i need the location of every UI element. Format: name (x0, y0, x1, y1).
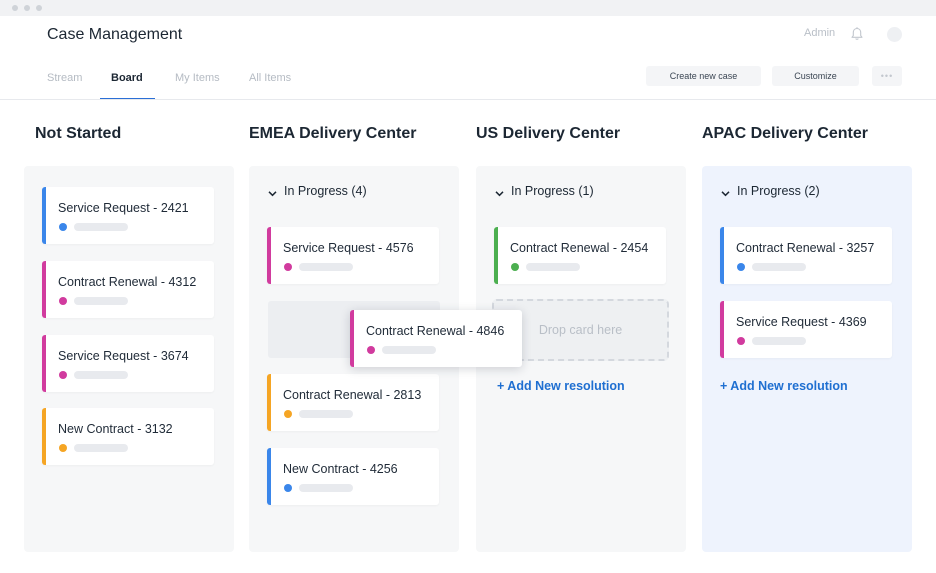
status-dot-icon (284, 484, 292, 492)
customize-button[interactable]: Customize (772, 66, 859, 86)
placeholder-bar (74, 444, 128, 452)
card-accent-bar (42, 335, 46, 392)
placeholder-bar (382, 346, 436, 354)
chevron-down-icon (268, 187, 277, 196)
status-dot-icon (59, 297, 67, 305)
status-dot-icon (59, 371, 67, 379)
window-dot-icon (12, 5, 18, 11)
group-toggle-apac[interactable]: In Progress (2) (721, 184, 820, 198)
create-new-case-button[interactable]: Create new case (646, 66, 761, 86)
case-card[interactable]: Service Request - 3674 (42, 335, 214, 392)
card-accent-bar (720, 227, 724, 284)
card-title: Contract Renewal - 4846 (366, 324, 505, 338)
card-title: Service Request - 4576 (283, 241, 414, 255)
column-title-apac: APAC Delivery Center (702, 125, 868, 142)
column-panel-apac (702, 166, 912, 552)
status-dot-icon (367, 346, 375, 354)
group-label: In Progress (4) (284, 184, 367, 198)
admin-label[interactable]: Admin (804, 27, 836, 39)
card-accent-bar (42, 261, 46, 318)
card-title: Contract Renewal - 2454 (510, 241, 649, 255)
notification-bell-icon[interactable] (849, 26, 865, 42)
status-dot-icon (737, 337, 745, 345)
window-titlebar (0, 0, 936, 16)
tab-my-items[interactable]: My Items (175, 72, 220, 84)
header-divider (0, 99, 936, 100)
case-card[interactable]: Service Request - 2421 (42, 187, 214, 244)
case-card[interactable]: Contract Renewal - 3257 (720, 227, 892, 284)
chevron-down-icon (721, 187, 730, 196)
group-toggle-emea[interactable]: In Progress (4) (268, 184, 367, 198)
placeholder-bar (74, 297, 128, 305)
placeholder-bar (526, 263, 580, 271)
card-accent-bar (267, 374, 271, 431)
add-resolution-link-apac[interactable]: + Add New resolution (720, 379, 848, 393)
card-accent-bar (267, 448, 271, 505)
placeholder-bar (74, 371, 128, 379)
avatar[interactable] (887, 27, 902, 42)
add-resolution-link-us[interactable]: + Add New resolution (497, 379, 625, 393)
card-accent-bar (720, 301, 724, 358)
chevron-down-icon (495, 187, 504, 196)
placeholder-bar (752, 337, 806, 345)
case-card[interactable]: Service Request - 4369 (720, 301, 892, 358)
dragging-case-card[interactable]: Contract Renewal - 4846 (350, 310, 522, 367)
tab-stream[interactable]: Stream (47, 72, 83, 84)
card-title: Service Request - 2421 (58, 201, 189, 215)
status-dot-icon (59, 444, 67, 452)
page-title: Case Management (47, 26, 183, 43)
card-title: New Contract - 4256 (283, 462, 398, 476)
placeholder-bar (752, 263, 806, 271)
placeholder-bar (299, 410, 353, 418)
card-title: Service Request - 4369 (736, 315, 867, 329)
case-card[interactable]: Service Request - 4576 (267, 227, 439, 284)
card-title: New Contract - 3132 (58, 422, 173, 436)
card-title: Contract Renewal - 3257 (736, 241, 875, 255)
placeholder-bar (74, 223, 128, 231)
more-options-button[interactable]: ••• (872, 66, 902, 86)
tab-board[interactable]: Board (111, 72, 143, 84)
case-card[interactable]: New Contract - 4256 (267, 448, 439, 505)
card-accent-bar (494, 227, 498, 284)
card-accent-bar (42, 408, 46, 465)
case-card[interactable]: New Contract - 3132 (42, 408, 214, 465)
card-accent-bar (267, 227, 271, 284)
case-card[interactable]: Contract Renewal - 2454 (494, 227, 666, 284)
window-dot-icon (36, 5, 42, 11)
card-accent-bar (42, 187, 46, 244)
tab-all-items[interactable]: All Items (249, 72, 292, 84)
group-label: In Progress (2) (737, 184, 820, 198)
column-title-not-started: Not Started (35, 125, 122, 142)
status-dot-icon (737, 263, 745, 271)
group-toggle-us[interactable]: In Progress (1) (495, 184, 594, 198)
status-dot-icon (284, 410, 292, 418)
card-title: Contract Renewal - 2813 (283, 388, 422, 402)
card-title: Contract Renewal - 4312 (58, 275, 197, 289)
status-dot-icon (511, 263, 519, 271)
placeholder-bar (299, 263, 353, 271)
column-title-us: US Delivery Center (476, 125, 621, 142)
placeholder-bar (299, 484, 353, 492)
column-title-emea: EMEA Delivery Center (249, 125, 417, 142)
window-dot-icon (24, 5, 30, 11)
case-card[interactable]: Contract Renewal - 4312 (42, 261, 214, 318)
card-accent-bar (350, 310, 354, 367)
status-dot-icon (59, 223, 67, 231)
card-title: Service Request - 3674 (58, 349, 189, 363)
case-card[interactable]: Contract Renewal - 2813 (267, 374, 439, 431)
status-dot-icon (284, 263, 292, 271)
group-label: In Progress (1) (511, 184, 594, 198)
